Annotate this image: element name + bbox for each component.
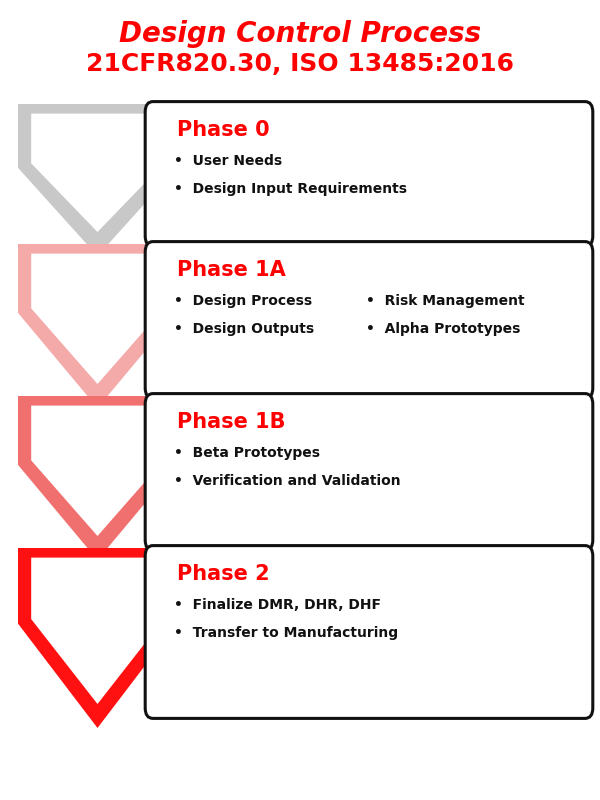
FancyBboxPatch shape <box>145 102 593 246</box>
Text: •  Alpha Prototypes: • Alpha Prototypes <box>366 322 520 337</box>
Text: 21CFR820.30, ISO 13485:2016: 21CFR820.30, ISO 13485:2016 <box>86 52 514 76</box>
Text: •  Design Outputs: • Design Outputs <box>174 322 314 337</box>
Text: Phase 1B: Phase 1B <box>177 412 286 432</box>
Text: •  Design Input Requirements: • Design Input Requirements <box>174 182 407 197</box>
Text: •  Beta Prototypes: • Beta Prototypes <box>174 446 320 459</box>
Text: •  Risk Management: • Risk Management <box>366 294 524 308</box>
Polygon shape <box>31 406 164 536</box>
Polygon shape <box>18 548 177 728</box>
Text: Phase 0: Phase 0 <box>177 120 269 140</box>
Text: Phase 2: Phase 2 <box>177 564 269 584</box>
Polygon shape <box>31 114 164 232</box>
Text: •  Transfer to Manufacturing: • Transfer to Manufacturing <box>174 626 398 640</box>
Polygon shape <box>31 558 164 704</box>
Text: •  User Needs: • User Needs <box>174 154 282 168</box>
FancyBboxPatch shape <box>145 394 593 550</box>
Polygon shape <box>31 254 164 384</box>
Text: •  Design Process: • Design Process <box>174 294 312 308</box>
Polygon shape <box>18 396 177 560</box>
FancyBboxPatch shape <box>145 242 593 398</box>
Text: Design Control Process: Design Control Process <box>119 20 481 48</box>
Polygon shape <box>18 244 177 408</box>
Polygon shape <box>18 104 177 256</box>
Text: Phase 1A: Phase 1A <box>177 260 286 280</box>
Text: •  Verification and Validation: • Verification and Validation <box>174 474 401 488</box>
Text: •  Finalize DMR, DHR, DHF: • Finalize DMR, DHR, DHF <box>174 598 381 611</box>
FancyBboxPatch shape <box>145 546 593 718</box>
